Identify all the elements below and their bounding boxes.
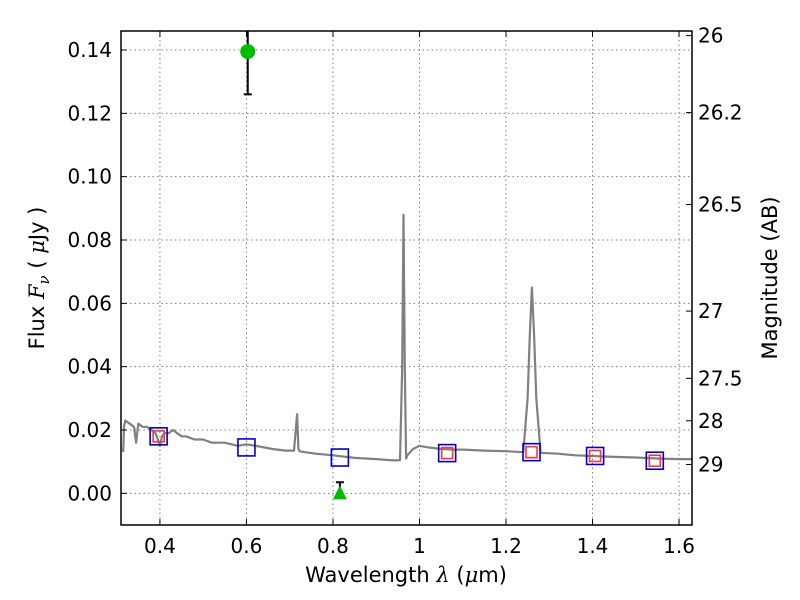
model-photometry-marker xyxy=(585,446,605,466)
observed-photometry-marker xyxy=(152,430,165,443)
observed-photometry-marker xyxy=(525,445,538,459)
x-tick-label: 1 xyxy=(413,534,426,558)
spectrum-line xyxy=(122,213,692,462)
x-tick-label: 0.4 xyxy=(144,534,176,558)
detection-marker xyxy=(240,44,256,60)
x-tick-label: 0.8 xyxy=(317,534,349,558)
y-tick-label: 0.02 xyxy=(67,418,112,442)
model-photometry-marker xyxy=(330,448,350,467)
y-axis: 0.00 0.02 0.04 0.06 0.08 0.10 0.12 0.14 xyxy=(67,38,127,505)
y2-tick-label: 29 xyxy=(698,452,723,476)
x-tick-label: 0.6 xyxy=(231,534,263,558)
x-tick-label: 1.4 xyxy=(577,534,609,558)
model-photometry-marker xyxy=(237,438,256,457)
model-photometry-marker xyxy=(149,427,168,446)
y2-tick-label: 27 xyxy=(698,299,723,323)
model-photometry-marker xyxy=(522,442,541,462)
y-axis-label: Flux Fν ( μJy ) xyxy=(25,207,53,350)
y-tick-label: 0.08 xyxy=(67,228,112,252)
x-axis: 0.4 0.6 0.8 1 1.2 1.4 1.6 xyxy=(144,31,695,558)
x-tick-label: 1.6 xyxy=(663,534,695,558)
y2-tick-label: 27.5 xyxy=(698,366,743,390)
y2-tick-label: 26 xyxy=(698,24,723,48)
y2-axis: 26 26.2 26.5 27 27.5 28 29 xyxy=(686,24,743,476)
grid xyxy=(121,31,692,525)
plot-series xyxy=(122,31,692,500)
y2-tick-label: 26.2 xyxy=(698,101,743,125)
plot-area xyxy=(122,31,692,500)
model-photometry-marker xyxy=(437,443,457,463)
observed-photometry-marker xyxy=(588,449,602,463)
observed-photometry-marker xyxy=(648,454,662,468)
y2-tick-label: 26.5 xyxy=(698,193,743,217)
y-tick-label: 0.04 xyxy=(67,355,112,379)
upper-limit-marker xyxy=(332,485,347,500)
x-tick-label: 1.2 xyxy=(490,534,522,558)
y-tick-label: 0.06 xyxy=(67,291,112,315)
axes-frame xyxy=(120,30,693,526)
observed-photometry-marker xyxy=(440,446,454,460)
model-photometry-marker xyxy=(645,451,665,471)
y-tick-label: 0.10 xyxy=(67,165,112,189)
y2-axis-label: Magnitude (AB) xyxy=(758,196,782,359)
x-axis-label: Wavelength λ (μm) xyxy=(305,563,507,587)
y-tick-label: 0.00 xyxy=(67,481,112,505)
y-tick-label: 0.14 xyxy=(67,38,112,62)
y2-tick-label: 28 xyxy=(698,409,723,433)
y-tick-label: 0.12 xyxy=(67,101,112,125)
